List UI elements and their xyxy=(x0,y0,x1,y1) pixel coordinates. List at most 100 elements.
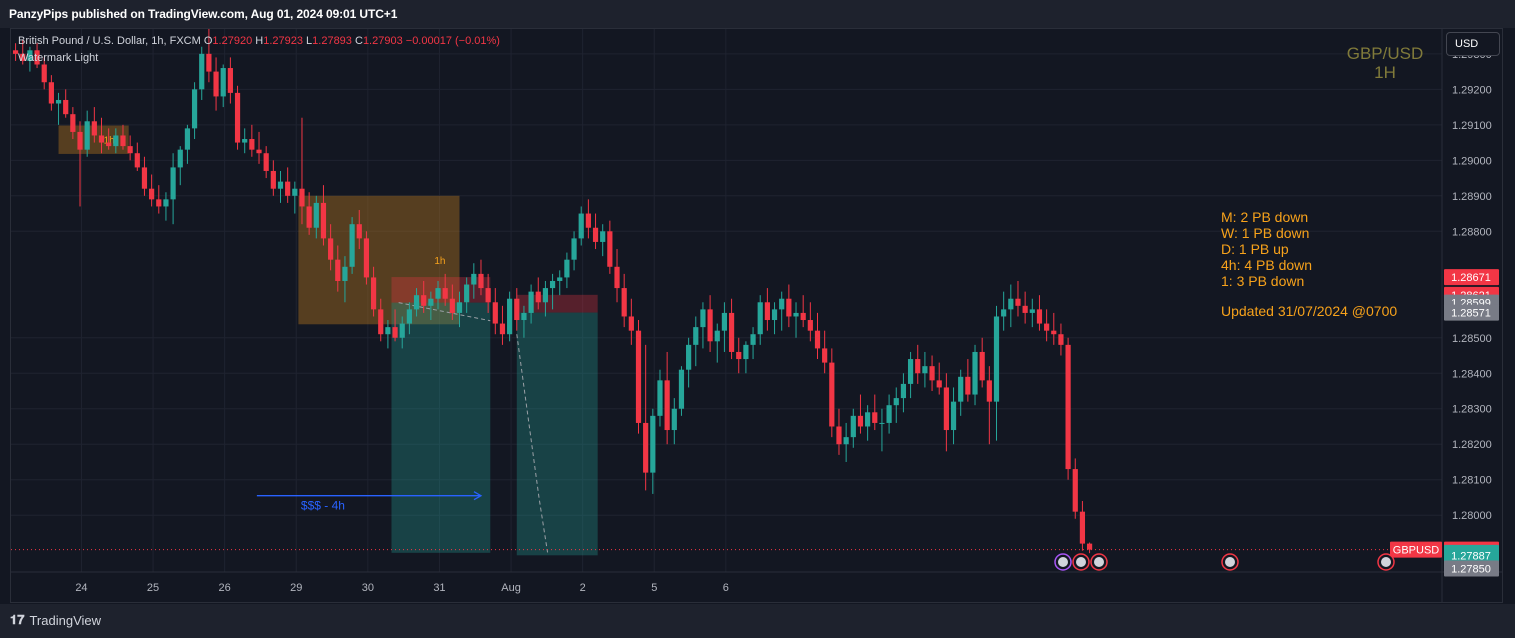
candle-body xyxy=(41,64,47,83)
x-tick-label: 31 xyxy=(433,582,445,594)
candle-body xyxy=(227,68,233,93)
candle-body xyxy=(392,327,398,338)
tradingview-logo[interactable]: 𝟏𝟕 TradingView xyxy=(10,612,101,628)
y-tick-label: 1.28400 xyxy=(1452,368,1492,380)
candle-body xyxy=(628,316,634,331)
symbol-name: British Pound / U.S. Dollar, 1h, FXCM xyxy=(18,35,201,47)
candle-body xyxy=(156,199,162,207)
symbol-tag xyxy=(1390,541,1442,558)
candle-body xyxy=(757,302,763,335)
candle-body xyxy=(743,344,749,360)
candle-body xyxy=(406,309,412,324)
candle-body xyxy=(779,298,785,310)
candle-body xyxy=(1086,543,1093,550)
candle-body xyxy=(965,376,971,395)
candle-body xyxy=(585,213,591,228)
candle-body xyxy=(872,412,878,423)
candle-body xyxy=(141,167,148,189)
candle-body xyxy=(277,181,284,189)
candle-body xyxy=(177,149,183,168)
y-tick-label: 1.28100 xyxy=(1452,475,1492,487)
footer-bar xyxy=(0,604,1515,638)
x-tick-label: 30 xyxy=(362,582,374,594)
candle-body xyxy=(936,380,942,388)
candle-body xyxy=(836,426,842,445)
candle-body xyxy=(557,277,563,281)
flag-icon xyxy=(1094,557,1104,567)
candle-body xyxy=(528,291,534,313)
candle-body xyxy=(127,146,133,154)
x-tick-label: 25 xyxy=(147,582,159,594)
candle-body xyxy=(378,309,384,335)
candle-body xyxy=(206,53,212,72)
candle-body xyxy=(478,273,484,289)
zone-label: 1h xyxy=(434,256,445,267)
candle-body xyxy=(413,295,420,310)
chart-frame xyxy=(10,28,1503,603)
candle-body xyxy=(693,327,699,345)
price-badge xyxy=(1444,269,1499,286)
currency-button[interactable]: USD xyxy=(1446,32,1500,56)
candle-body xyxy=(907,359,914,384)
projection-line xyxy=(516,334,549,553)
candle-body xyxy=(929,366,935,381)
price-badge xyxy=(1444,547,1499,564)
candle-body xyxy=(643,422,649,473)
candle-body xyxy=(485,288,491,303)
candle-body xyxy=(27,50,33,61)
x-tick-label: 24 xyxy=(75,582,87,594)
low-label: L xyxy=(306,35,313,47)
candle-body xyxy=(721,312,728,331)
change-value: −0.00017 (−0.01%) xyxy=(405,35,500,47)
candle-body xyxy=(113,135,119,147)
flag-icon xyxy=(1381,557,1391,567)
y-tick-label: 1.29100 xyxy=(1452,120,1492,132)
x-tick-label: 5 xyxy=(651,582,657,594)
x-tick-label: 26 xyxy=(219,582,231,594)
candle-body xyxy=(256,149,262,154)
candle-body xyxy=(91,121,97,136)
indicator-label[interactable]: Watermark Light xyxy=(18,52,99,64)
candle-body xyxy=(84,121,90,150)
x-tick-label: Aug xyxy=(501,582,521,594)
candle-body xyxy=(549,280,556,289)
candle-body xyxy=(886,405,892,423)
candle-body xyxy=(950,401,957,431)
candle-body xyxy=(242,139,248,143)
candle-body xyxy=(1051,330,1057,335)
candle-body xyxy=(163,199,169,207)
candle-body xyxy=(20,53,26,61)
candle-body xyxy=(750,334,756,345)
candle-body xyxy=(542,288,549,303)
flag-icon xyxy=(1225,557,1235,567)
y-tick-label: 1.28900 xyxy=(1452,191,1492,203)
candle-body xyxy=(521,312,527,321)
candle-body xyxy=(814,330,821,349)
candle-body xyxy=(184,128,191,150)
flag-icon xyxy=(1076,557,1086,567)
projection-line xyxy=(398,302,491,322)
candle-body xyxy=(1079,511,1086,544)
candle-body xyxy=(700,309,706,328)
watermark-timeframe: 1H xyxy=(1374,63,1396,82)
candle-body xyxy=(399,323,405,338)
candle-body xyxy=(249,139,255,150)
green-zone xyxy=(391,302,491,553)
candle-body xyxy=(349,224,355,267)
candle-body xyxy=(943,387,949,431)
candle-body xyxy=(385,327,391,335)
y-tick-label: 1.28500 xyxy=(1452,333,1492,345)
candle-body xyxy=(807,320,813,331)
close-value: 1.27903 xyxy=(362,35,403,47)
candle-body xyxy=(464,284,470,303)
candle-body xyxy=(70,114,76,132)
candle-body xyxy=(664,380,670,431)
candle-body xyxy=(635,330,642,423)
candle-body xyxy=(607,231,613,267)
y-tick-label: 1.29200 xyxy=(1452,84,1492,96)
price-badge-label: 1.27850 xyxy=(1451,563,1491,575)
candle-body xyxy=(499,323,506,335)
green-zone xyxy=(516,312,598,556)
candle-body xyxy=(600,231,606,242)
